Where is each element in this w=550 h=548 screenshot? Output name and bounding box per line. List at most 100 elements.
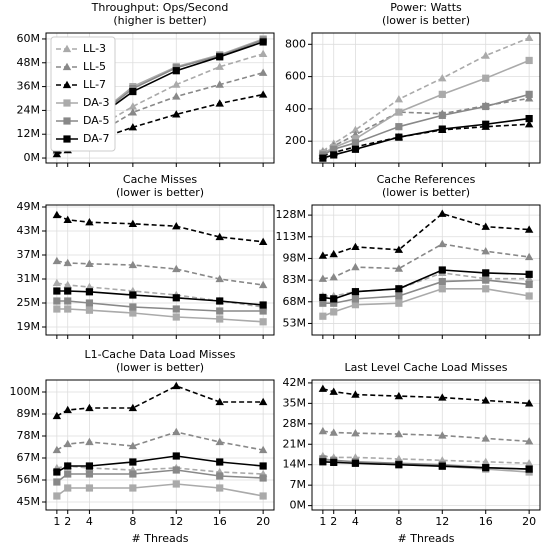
y-tick-label: 35M (283, 396, 307, 409)
marker (351, 262, 360, 271)
x-tick-label: 1 (319, 515, 326, 528)
marker (64, 287, 72, 295)
x-tick-label: 1 (53, 515, 60, 528)
marker (129, 291, 137, 299)
marker (329, 387, 338, 395)
y-tick-label: 200 (285, 134, 306, 147)
marker (525, 280, 533, 289)
marker (216, 472, 224, 480)
marker (329, 249, 338, 258)
marker (52, 210, 62, 219)
plot-frame (311, 204, 541, 336)
marker (64, 297, 72, 305)
marker (172, 222, 181, 230)
x-tick-label: 8 (129, 515, 136, 528)
chart-subtitle: (lower is better) (116, 186, 204, 199)
marker (438, 277, 446, 286)
subplot: Last Level Cache Load Misses0M7M14M21M28… (283, 361, 541, 545)
x-tick-label: 4 (86, 515, 93, 528)
subplot: Cache References(lower is better) 53M 68M 8… (276, 173, 541, 339)
marker (481, 51, 490, 59)
plot-frame (45, 204, 275, 336)
y-tick-label: 400 (285, 102, 306, 115)
marker (259, 474, 267, 482)
subplot: Power: Watts(lower is better) 200 400 600 80… (285, 1, 541, 167)
chart-subtitle: (lower is better) (382, 186, 470, 199)
marker (258, 445, 268, 454)
marker (394, 95, 404, 103)
marker (438, 266, 446, 274)
marker (482, 102, 490, 111)
y-tick-label: 7M (290, 478, 307, 491)
y-tick-label: 78M (17, 429, 41, 442)
x-tick-label: 2 (64, 515, 71, 528)
y-tick-label: 36M (17, 80, 41, 93)
marker (438, 90, 446, 98)
marker (259, 318, 267, 326)
marker (258, 90, 268, 98)
marker (525, 114, 533, 123)
y-tick-label: 128M (276, 208, 307, 221)
marker (351, 288, 360, 296)
chart-title: Cache Misses (123, 173, 197, 186)
chart-title: Throughput: Ops/Second (91, 1, 229, 14)
marker (525, 270, 533, 278)
marker (330, 295, 338, 303)
marker (215, 80, 224, 88)
marker (481, 396, 490, 404)
marker (524, 120, 534, 128)
y-tick-label: 113M (276, 230, 307, 243)
marker (330, 458, 338, 466)
marker (482, 74, 490, 82)
chart-title: Last Level Cache Load Misses (344, 361, 507, 374)
marker (128, 441, 138, 450)
marker (258, 237, 268, 245)
x-axis-label: # Threads (132, 532, 189, 545)
marker (52, 445, 62, 454)
marker (259, 38, 267, 46)
marker (395, 461, 403, 469)
x-tick-label: 12 (435, 515, 449, 528)
marker (53, 492, 61, 500)
marker (85, 288, 94, 296)
marker (52, 411, 62, 420)
marker (85, 306, 94, 314)
marker (525, 292, 533, 300)
y-tick-label: 45M (17, 495, 41, 508)
marker (351, 139, 360, 147)
marker (394, 429, 404, 438)
y-tick-label: 12M (17, 127, 41, 140)
marker (215, 232, 224, 241)
marker (482, 120, 490, 128)
marker (258, 49, 268, 57)
x-tick-label: 12 (169, 515, 183, 528)
y-tick-label: 68M (283, 295, 307, 308)
series-line (56, 385, 264, 417)
marker (128, 108, 138, 116)
marker (318, 251, 328, 259)
marker (64, 484, 72, 492)
y-tick-label: 67M (17, 451, 41, 464)
marker (438, 285, 446, 293)
marker (172, 466, 180, 474)
marker (128, 102, 138, 110)
marker (318, 384, 328, 392)
y-tick-label: 43M (17, 224, 41, 237)
marker (525, 56, 533, 65)
marker (524, 274, 534, 282)
marker (319, 293, 327, 302)
x-axis-label: # Threads (398, 532, 455, 545)
x-tick-label: 16 (213, 515, 227, 528)
y-tick-label: 37M (17, 248, 41, 261)
marker (330, 151, 338, 159)
marker (481, 222, 490, 230)
marker (481, 457, 490, 465)
marker (329, 273, 338, 281)
marker (172, 294, 180, 302)
y-tick-label: 21M (283, 437, 307, 450)
marker (53, 468, 61, 476)
marker (85, 218, 94, 226)
marker (62, 44, 72, 53)
legend-label: LL-5 (83, 60, 106, 73)
